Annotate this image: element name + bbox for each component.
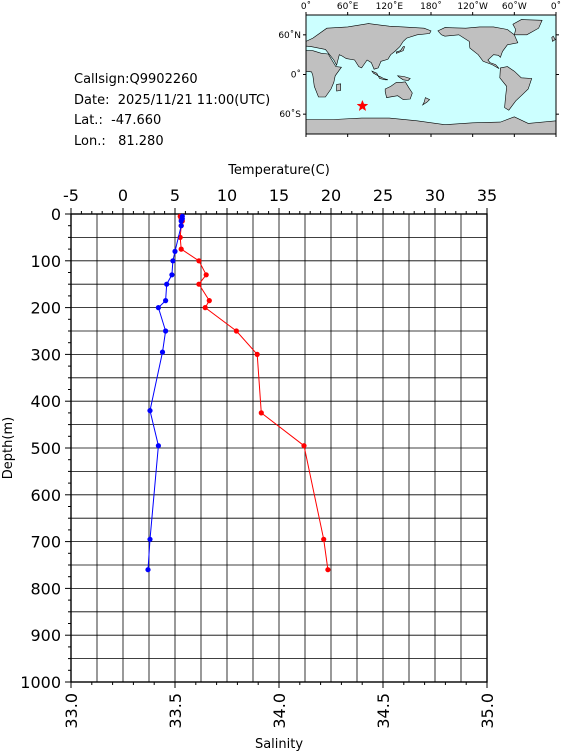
bottom-axis-tick-label: 34.5 <box>374 693 393 729</box>
salinity-point <box>178 223 184 229</box>
left-axis-tick-label: 300 <box>30 345 61 364</box>
temperature-point <box>196 258 202 264</box>
bottom-axis-title: Salinity <box>255 737 303 751</box>
float-info: Callsign:Q9902260 Date: 2025/11/21 11:00… <box>74 70 270 152</box>
top-axis-tick-label: 25 <box>373 186 393 205</box>
top-axis-tick-label: 20 <box>321 186 341 205</box>
map-lon-label: 180˚ <box>420 1 442 12</box>
top-axis-tick-label: 35 <box>477 186 497 205</box>
temperature-point <box>202 305 208 311</box>
map-land-9 <box>396 75 411 81</box>
map-lat-label: 0˚ <box>291 70 301 81</box>
salinity-point <box>155 305 161 311</box>
top-axis-tick-label: 15 <box>269 186 289 205</box>
callsign-text: Callsign:Q9902260 <box>74 72 198 87</box>
bottom-axis-tick-label: 34.0 <box>270 693 289 729</box>
map-land-10 <box>551 35 556 42</box>
longitude-text: Lon.: 81.280 <box>74 133 164 149</box>
map-land-7 <box>395 46 406 54</box>
bottom-axis-tick-label: 33.0 <box>62 693 81 729</box>
left-axis-title: Depth(m) <box>1 417 16 479</box>
salinity-point <box>147 536 153 542</box>
temperature-point <box>301 443 307 449</box>
temperature-point <box>233 328 239 334</box>
left-axis-tick-label: 800 <box>30 579 61 598</box>
temperature-point <box>206 298 212 304</box>
salinity-point <box>170 258 176 264</box>
latitude-text: Lat.: -47.660 <box>74 113 162 128</box>
map-lat-label: 60˚S <box>279 109 301 120</box>
bottom-axis-tick-label: 35.0 <box>478 693 497 729</box>
salinity-point <box>178 218 184 224</box>
left-axis-tick-label: 700 <box>30 533 61 552</box>
map-land-11 <box>421 97 431 106</box>
top-axis-tick-label: 5 <box>170 186 180 205</box>
location-marker-icon <box>356 99 369 112</box>
temperature-point <box>196 281 202 287</box>
top-axis-tick-label: -5 <box>63 186 79 205</box>
left-axis-tick-label: 100 <box>30 252 61 271</box>
left-axis-tick-label: 900 <box>30 626 61 645</box>
map-lon-label: 0˚ <box>301 1 311 12</box>
salinity-point <box>164 281 170 287</box>
salinity-point <box>159 349 166 355</box>
left-axis-tick-label: 0 <box>51 205 61 224</box>
date-text: Date: 2025/11/21 11:00(UTC) <box>74 92 271 108</box>
left-axis-tick-label: 1000 <box>20 673 61 692</box>
bottom-axis-tick-label: 33.5 <box>166 693 185 729</box>
temperature-point <box>254 351 260 357</box>
map-land-1 <box>305 50 342 98</box>
salinity-point <box>147 408 153 414</box>
map-lon-label: 120˚W <box>457 1 488 12</box>
left-axis-tick-label: 500 <box>30 439 61 458</box>
temperature-point <box>178 246 184 252</box>
map-land-6 <box>336 83 342 92</box>
top-axis-title: Temperature(C) <box>227 163 330 178</box>
salinity-point <box>169 272 175 278</box>
temperature-point <box>258 410 264 416</box>
map-land-0 <box>305 23 432 70</box>
map-land-4 <box>499 66 533 111</box>
salinity-point <box>163 328 169 334</box>
map-lon-label: 120˚E <box>376 1 404 12</box>
temperature-point <box>203 272 209 278</box>
map-land-2 <box>384 81 413 100</box>
left-axis-tick-label: 400 <box>30 392 61 411</box>
map-lon-label: 0˚ <box>551 1 561 12</box>
salinity-point <box>163 298 169 304</box>
top-axis-tick-label: 0 <box>118 186 128 205</box>
map-land-3 <box>437 26 519 69</box>
temperature-point <box>321 536 327 542</box>
left-axis-tick-label: 200 <box>30 299 61 318</box>
left-axis-tick-label: 600 <box>30 486 61 505</box>
map-lon-label: 60˚W <box>502 1 527 12</box>
top-axis-tick-label: 30 <box>425 186 445 205</box>
map-land-5 <box>512 19 543 36</box>
temperature-point <box>325 567 331 573</box>
map-lat-label: 60˚N <box>278 30 301 41</box>
top-axis-tick-label: 10 <box>217 186 237 205</box>
map-land-8 <box>371 70 388 81</box>
salinity-point <box>172 248 178 254</box>
salinity-point <box>145 567 151 573</box>
salinity-point <box>155 443 161 449</box>
map-lon-label: 60˚E <box>337 1 359 12</box>
